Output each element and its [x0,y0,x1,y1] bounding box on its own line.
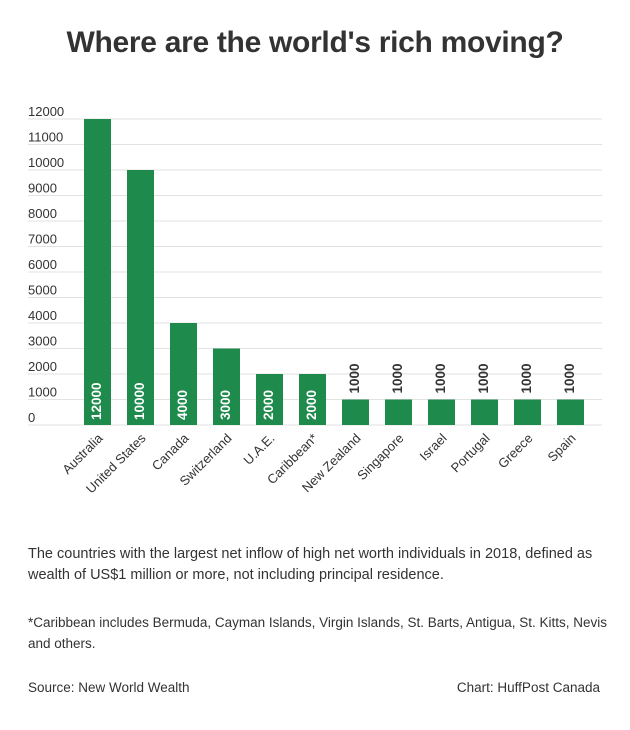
bar [514,399,541,425]
x-tick-label: U.A.E. [240,431,277,468]
y-tick-label: 11000 [28,130,63,145]
y-tick-label: 2000 [28,359,57,374]
bar [342,399,369,425]
chart-description: The countries with the largest net inflo… [28,546,593,583]
bar [256,374,283,425]
y-tick-label: 3000 [28,334,57,349]
bar [428,399,455,425]
y-tick-label: 8000 [28,206,57,221]
x-tick-label: Singapore [354,431,407,484]
bar [471,399,498,425]
x-tick-label: Portugal [448,430,493,475]
x-tick-label: Israel [417,430,450,463]
y-tick-label: 1000 [28,385,57,400]
bar [385,399,412,425]
y-tick-label: 4000 [28,308,57,323]
bar-value-label: 2000 [261,390,276,420]
y-tick-label: 7000 [28,232,57,247]
bar-value-label: 12000 [89,382,104,420]
x-tick-label: Spain [545,431,579,465]
bar-value-label: 1000 [433,363,448,393]
bar [299,374,326,425]
y-tick-label: 9000 [28,181,57,196]
chart-title: Where are the world's rich moving? [66,26,564,59]
bar-chart: 0 1000 2000 3000 4000 5000 6000 7000 8000 9000 100… [28,104,602,496]
chart-credit: Chart: HuffPost Canada [456,680,600,695]
footnote: *Caribbean includes Bermuda, Cayman Isla… [28,615,608,651]
bar-value-label: 1000 [347,363,362,393]
bar [84,119,111,425]
y-tick-label: 0 [28,410,35,425]
y-tick-label: 10000 [28,155,64,170]
bar-value-label: 1000 [562,363,577,393]
y-tick-label: 6000 [28,257,57,272]
y-tick-label: 5000 [28,283,57,298]
bar-value-label: 1000 [390,363,405,393]
bar-value-label: 4000 [175,390,190,420]
bar-value-label: 3000 [218,390,233,420]
bar-value-label: 10000 [132,382,147,420]
bar-value-label: 1000 [519,363,534,393]
source-text: Source: New World Wealth [28,680,190,695]
y-tick-label: 12000 [28,104,64,119]
bar [127,170,154,425]
bar [213,348,240,425]
gridlines [28,118,602,426]
x-tick-label: Canada [149,430,192,473]
bar-value-label: 2000 [304,390,319,420]
y-axis-ticks: 0 1000 2000 3000 4000 5000 6000 7000 8000 9000 100… [28,104,64,425]
bars [84,119,584,425]
bar-value-label: 1000 [476,363,491,393]
bar-data-labels: 12000 10000 4000 3000 2000 2000 1000 1000 1000 10… [89,363,577,420]
bar [557,399,584,425]
bar [170,323,197,425]
x-tick-label: Greece [495,431,536,472]
